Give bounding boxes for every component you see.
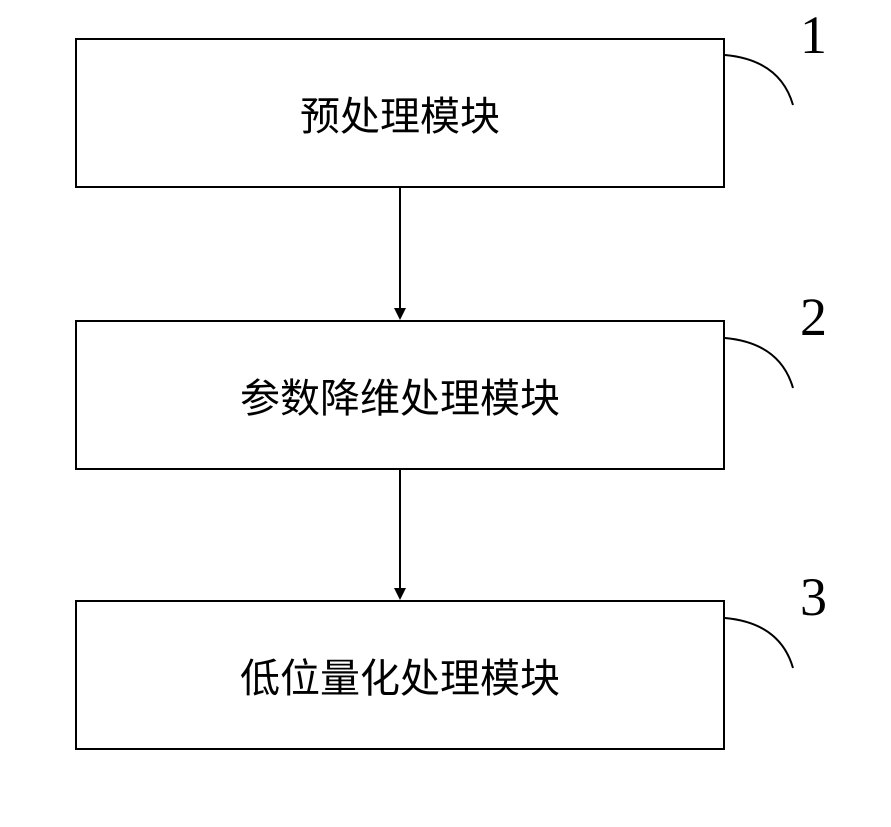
callout-label-n3: 3 — [800, 566, 827, 628]
callout-curve — [725, 618, 793, 668]
callout-label-n2: 2 — [800, 286, 827, 348]
flowchart-node-n3: 低位量化处理模块 — [75, 600, 725, 750]
callout-curve — [725, 55, 793, 105]
callout-label-n1: 1 — [800, 4, 827, 66]
flowchart-node-label: 参数降维处理模块 — [240, 366, 560, 424]
flowchart-node-label: 低位量化处理模块 — [240, 646, 560, 704]
flowchart-node-label: 预处理模块 — [300, 84, 500, 142]
flowchart-node-n2: 参数降维处理模块 — [75, 320, 725, 470]
flowchart-canvas: 预处理模块 1 参数降维处理模块 2 低位量化处理模块 3 — [0, 0, 891, 827]
callout-curve — [725, 338, 793, 388]
flowchart-node-n1: 预处理模块 — [75, 38, 725, 188]
